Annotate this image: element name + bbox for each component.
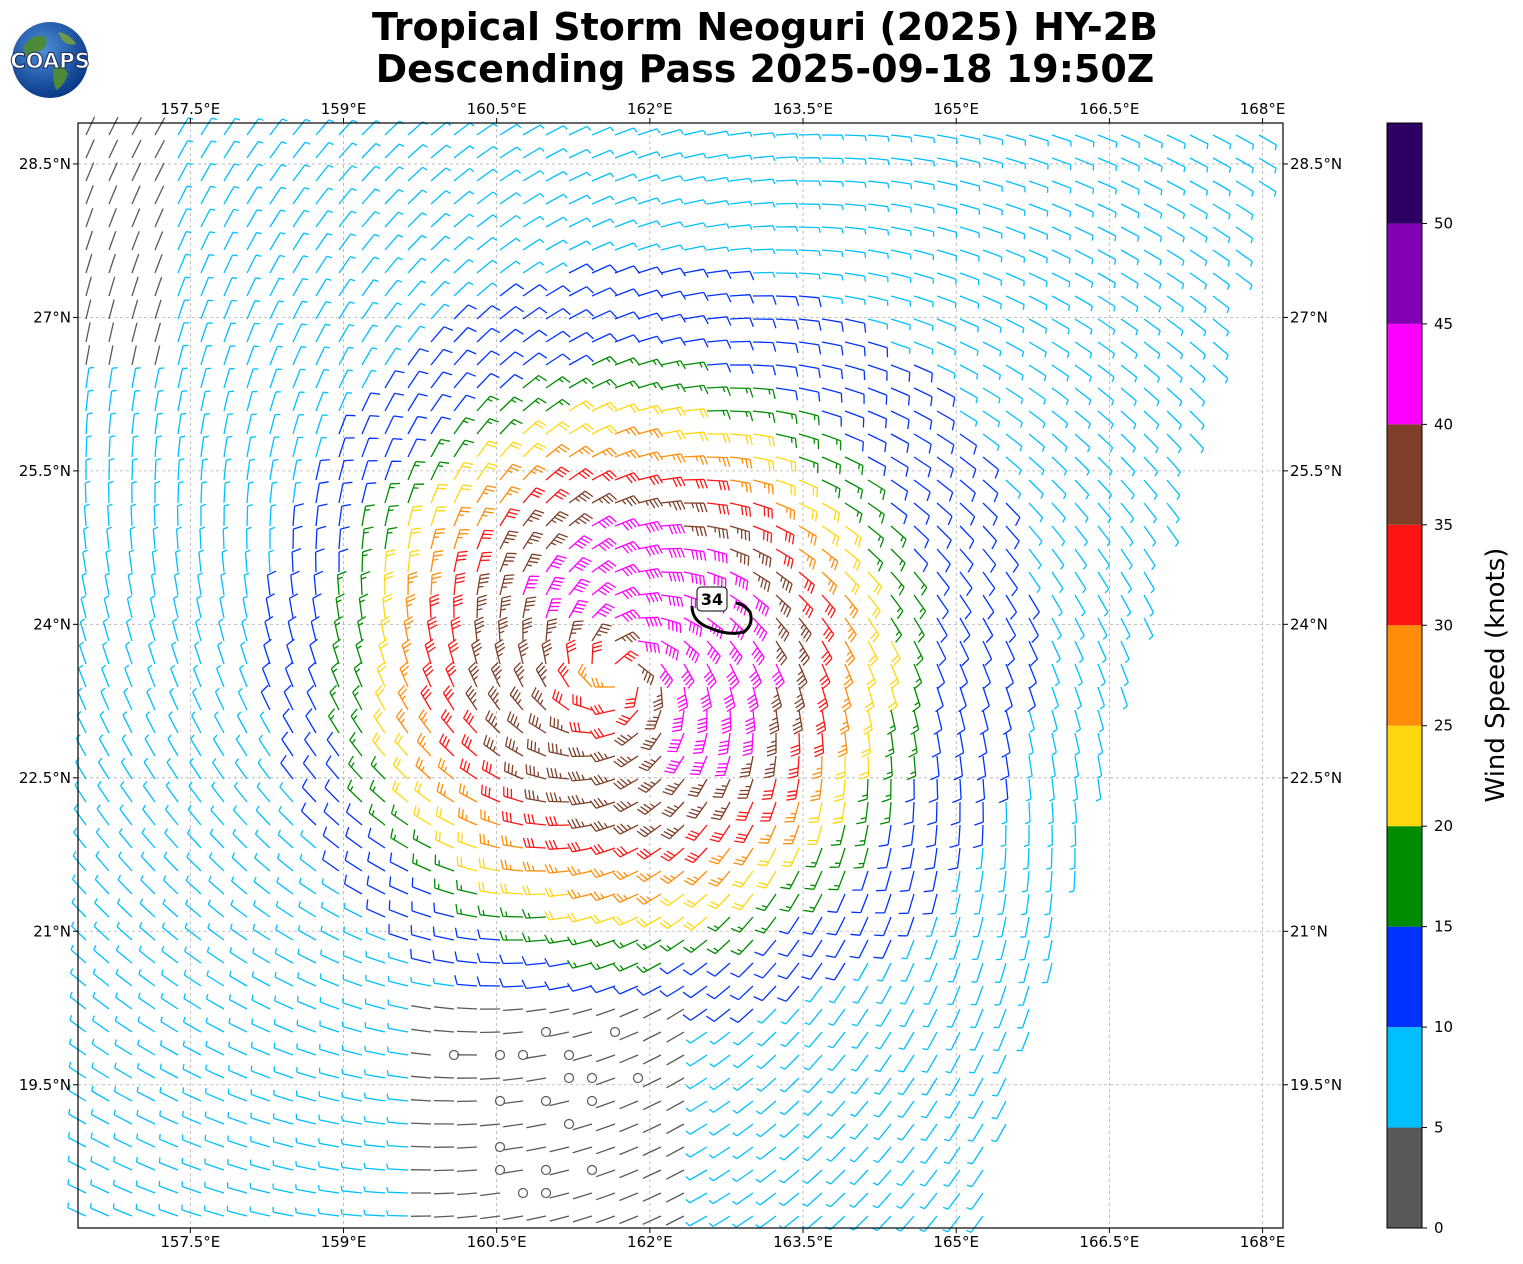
- colorbar-tick: 45: [1434, 315, 1453, 333]
- colorbar-tick: 15: [1434, 918, 1453, 936]
- colorbar-tick: 35: [1434, 516, 1453, 534]
- lon-tick-top: 159°E: [321, 100, 367, 118]
- lon-tick-bottom: 168°E: [1240, 1233, 1286, 1251]
- colorbar-tick: 25: [1434, 717, 1453, 735]
- colorbar-bin: [1387, 223, 1422, 323]
- colorbar-bin: [1387, 1027, 1422, 1127]
- lat-tick-left: 19.5°N: [19, 1076, 71, 1094]
- colorbar-bin: [1387, 826, 1422, 926]
- colorbar-tick: 20: [1434, 817, 1453, 835]
- colorbar-bin: [1387, 625, 1422, 725]
- lat-tick-left: 27°N: [33, 308, 71, 326]
- colorbar-tick: 5: [1434, 1119, 1444, 1137]
- colorbar-bin: [1387, 1128, 1422, 1228]
- lat-tick-right: 21°N: [1290, 922, 1328, 940]
- colorbar-bin: [1387, 726, 1422, 826]
- longitude-ticks: 157.5°E 157.5°E 159°E 159°E 160.5°E 160.5°E 16…: [160, 100, 1285, 1251]
- colorbar: 0 5 10 15 20 25 30 35 40 45 50 Wind Speed (knots): [1387, 123, 1511, 1237]
- colorbar-tick: 30: [1434, 616, 1453, 634]
- lon-tick-top: 166.5°E: [1079, 100, 1139, 118]
- lat-tick-left: 24°N: [33, 615, 71, 633]
- lon-tick-bottom: 159°E: [321, 1233, 367, 1251]
- colorbar-tick: 10: [1434, 1018, 1453, 1036]
- wind-barbs: [68, 117, 1277, 1232]
- colorbar-bin: [1387, 424, 1422, 524]
- colorbar-bin: [1387, 324, 1422, 424]
- colorbar-bin: [1387, 123, 1422, 223]
- colorbar-tick: 40: [1434, 415, 1453, 433]
- lon-tick-bottom: 165°E: [933, 1233, 979, 1251]
- lon-tick-bottom: 162°E: [627, 1233, 673, 1251]
- contour-label: 34: [701, 590, 723, 609]
- lon-tick-top: 162°E: [627, 100, 673, 118]
- lon-tick-bottom: 160.5°E: [467, 1233, 527, 1251]
- lon-tick-bottom: 163.5°E: [773, 1233, 833, 1251]
- colorbar-label: Wind Speed (knots): [1481, 548, 1511, 803]
- lat-tick-left: 21°N: [33, 922, 71, 940]
- colorbar-tick: 50: [1434, 214, 1453, 232]
- lon-tick-top: 160.5°E: [467, 100, 527, 118]
- colorbar-bin: [1387, 525, 1422, 625]
- lat-tick-left: 22.5°N: [19, 769, 71, 787]
- lat-tick-right: 27°N: [1290, 308, 1328, 326]
- lat-tick-right: 24°N: [1290, 615, 1328, 633]
- lon-tick-bottom: 157.5°E: [160, 1233, 220, 1251]
- lon-tick-top: 168°E: [1240, 100, 1286, 118]
- lon-tick-top: 157.5°E: [160, 100, 220, 118]
- lat-tick-right: 19.5°N: [1290, 1076, 1342, 1094]
- lon-tick-top: 163.5°E: [773, 100, 833, 118]
- colorbar-tick: 0: [1434, 1219, 1444, 1237]
- lat-tick-left: 28.5°N: [19, 155, 71, 173]
- lat-tick-right: 22.5°N: [1290, 769, 1342, 787]
- lat-tick-right: 25.5°N: [1290, 462, 1342, 480]
- lat-tick-right: 28.5°N: [1290, 155, 1342, 173]
- lon-tick-top: 165°E: [933, 100, 979, 118]
- lat-tick-left: 25.5°N: [19, 462, 71, 480]
- colorbar-bin: [1387, 927, 1422, 1027]
- lon-tick-bottom: 166.5°E: [1079, 1233, 1139, 1251]
